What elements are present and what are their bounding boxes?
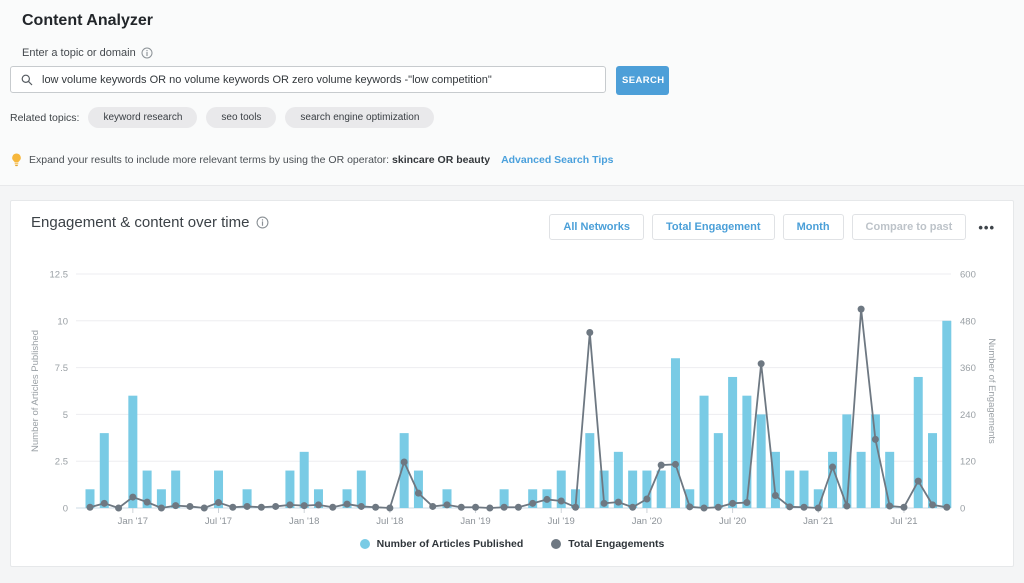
- month-interval-button[interactable]: Month: [782, 214, 844, 240]
- total-engagement-button[interactable]: Total Engagement: [652, 214, 775, 240]
- all-networks-button[interactable]: All Networks: [549, 214, 645, 240]
- svg-text:600: 600: [960, 270, 976, 281]
- engagement-panel: Engagement & content over time All Netwo…: [10, 200, 1014, 567]
- svg-text:0: 0: [63, 504, 68, 515]
- topic-label: Enter a topic or domain: [22, 47, 136, 59]
- svg-text:480: 480: [960, 316, 976, 327]
- svg-text:Jul '21: Jul '21: [890, 516, 917, 527]
- svg-text:Number of Articles Published: Number of Articles Published: [30, 330, 41, 452]
- svg-text:Jul '17: Jul '17: [205, 516, 232, 527]
- page-title: Content Analyzer: [22, 12, 153, 29]
- info-icon[interactable]: [141, 47, 153, 59]
- svg-text:Jul '18: Jul '18: [376, 516, 403, 527]
- legend-item-engagements[interactable]: Total Engagements: [551, 538, 664, 550]
- chart-legend: Number of Articles Published Total Engag…: [11, 538, 1013, 566]
- lightbulb-icon: [12, 153, 21, 167]
- advanced-search-tips-link[interactable]: Advanced Search Tips: [501, 154, 614, 166]
- svg-text:360: 360: [960, 363, 976, 374]
- svg-text:0: 0: [960, 504, 965, 515]
- search-icon: [21, 74, 33, 86]
- info-icon[interactable]: [256, 216, 269, 229]
- svg-text:Jan '20: Jan '20: [632, 516, 662, 527]
- svg-text:Jul '20: Jul '20: [719, 516, 746, 527]
- svg-text:120: 120: [960, 457, 976, 468]
- engagement-chart: 0 0 2.5 120 5 240 7.5 360 10 480 12.5 600 Jan '17 Jul…: [30, 270, 997, 528]
- svg-text:240: 240: [960, 410, 976, 421]
- svg-text:2.5: 2.5: [55, 457, 68, 468]
- related-topic-pill[interactable]: seo tools: [206, 107, 277, 128]
- svg-text:12.5: 12.5: [50, 270, 69, 281]
- svg-text:Jan '21: Jan '21: [803, 516, 833, 527]
- tip-highlight: skincare OR beauty: [392, 154, 491, 166]
- legend-item-articles[interactable]: Number of Articles Published: [359, 538, 523, 550]
- search-button[interactable]: SEARCH: [616, 66, 669, 95]
- svg-text:Jul '19: Jul '19: [548, 516, 575, 527]
- related-topic-pill[interactable]: search engine optimization: [285, 107, 435, 128]
- related-topics-label: Related topics:: [10, 111, 80, 124]
- svg-text:Jan '17: Jan '17: [118, 516, 148, 527]
- panel-title: Engagement & content over time: [31, 214, 250, 231]
- svg-text:Jan '18: Jan '18: [289, 516, 319, 527]
- svg-text:10: 10: [57, 316, 68, 327]
- more-options-icon[interactable]: •••: [974, 219, 999, 236]
- engagements-legend-dot: [551, 539, 562, 549]
- svg-text:Number of Engagements: Number of Engagements: [986, 338, 997, 444]
- articles-legend-dot: [359, 539, 370, 549]
- svg-text:Jan '19: Jan '19: [460, 516, 490, 527]
- svg-text:5: 5: [63, 410, 68, 421]
- related-topic-pill[interactable]: keyword research: [88, 107, 198, 128]
- compare-to-past-button: Compare to past: [851, 214, 967, 240]
- search-section: Content Analyzer Enter a topic or domain…: [0, 0, 1024, 186]
- search-input[interactable]: [10, 66, 606, 93]
- tip-text: Expand your results to include more rele…: [29, 154, 491, 166]
- svg-text:7.5: 7.5: [55, 363, 68, 374]
